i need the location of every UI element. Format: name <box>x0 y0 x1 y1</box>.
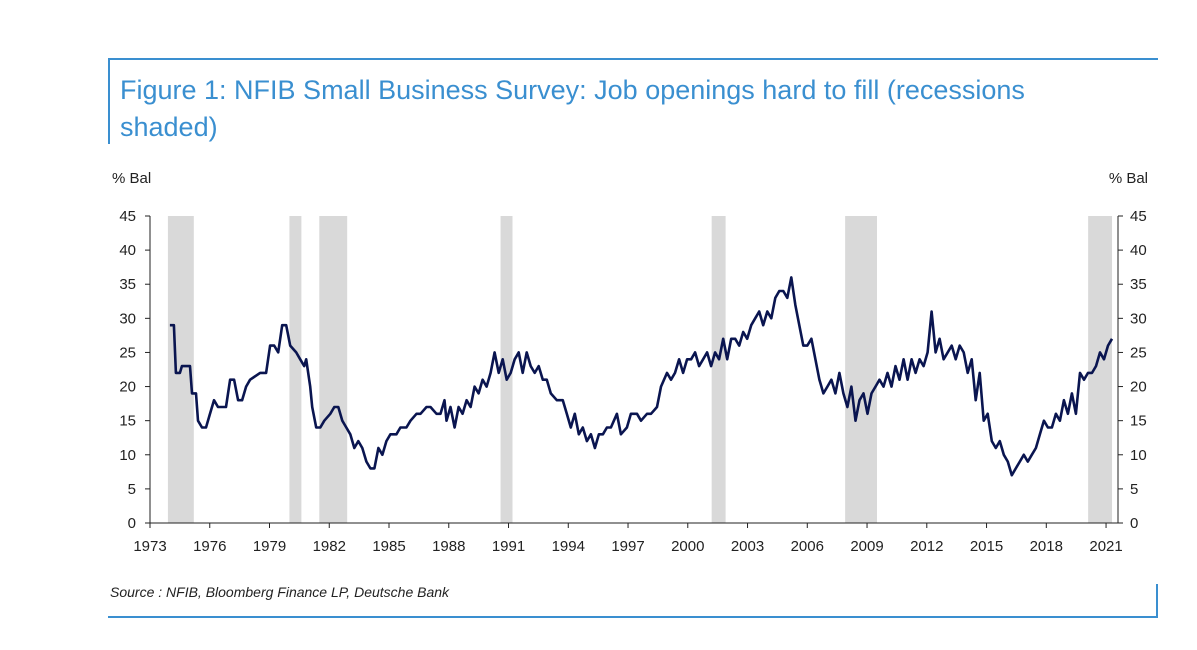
x-tick-label: 1973 <box>133 538 166 555</box>
y-tick-label-left: 5 <box>128 481 136 498</box>
x-tick-label: 1994 <box>552 538 585 555</box>
x-tick-label: 1982 <box>313 538 346 555</box>
x-tick-label: 2003 <box>731 538 764 555</box>
frame-top-rule <box>108 58 1158 60</box>
x-tick-label: 2009 <box>850 538 883 555</box>
recession-band-2 <box>319 216 348 523</box>
x-tick-label: 2000 <box>671 538 704 555</box>
x-tick-label: 1979 <box>253 538 286 555</box>
y-tick-label-left: 35 <box>119 276 136 293</box>
frame-right-rule <box>1156 584 1158 618</box>
x-tick-label: 1988 <box>432 538 465 555</box>
y-tick-label-right: 45 <box>1130 208 1147 225</box>
y-axis-label-left: % Bal <box>112 170 151 187</box>
y-tick-label-right: 5 <box>1130 481 1138 498</box>
y-tick-label-left: 20 <box>119 379 136 396</box>
x-tick-label: 2021 <box>1089 538 1122 555</box>
y-tick-label-right: 35 <box>1130 276 1147 293</box>
x-tick-label: 1976 <box>193 538 226 555</box>
x-tick-label: 2015 <box>970 538 1003 555</box>
y-tick-label-right: 25 <box>1130 344 1147 361</box>
recession-band-6 <box>1088 216 1113 523</box>
series-line-job-openings <box>169 276 1114 477</box>
x-tick-label: 1985 <box>372 538 405 555</box>
y-tick-label-right: 40 <box>1130 242 1147 259</box>
y-tick-label-left: 45 <box>119 208 136 225</box>
x-ticks: 1973 1976 1979 1982 1985 1988 1991 1994 1997 2000… <box>133 523 1123 555</box>
recession-band-1 <box>289 216 302 523</box>
x-tick-label: 2006 <box>791 538 824 555</box>
source-note: Source : NFIB, Bloomberg Finance LP, Deu… <box>110 584 450 600</box>
recession-band-3 <box>500 216 513 523</box>
y-tick-label-left: 30 <box>119 310 136 327</box>
frame-left-rule <box>108 58 110 144</box>
y-axis-label-right: % Bal <box>1109 170 1148 187</box>
y-tick-label-left: 0 <box>128 515 136 532</box>
x-tick-label: 2018 <box>1030 538 1063 555</box>
y-tick-label-right: 20 <box>1130 379 1147 396</box>
recession-band-5 <box>845 216 877 523</box>
recession-shading <box>167 216 1113 523</box>
frame-bottom-rule <box>108 616 1158 618</box>
chart-title: Figure 1: NFIB Small Business Survey: Jo… <box>120 75 1025 142</box>
x-tick-label: 1997 <box>611 538 644 555</box>
y-tick-label-left: 40 <box>119 242 136 259</box>
y-tick-label-right: 15 <box>1130 413 1147 430</box>
y-tick-label-left: 25 <box>119 344 136 361</box>
y-tick-label-left: 15 <box>119 413 136 430</box>
y-tick-label-left: 10 <box>119 447 136 464</box>
series-points <box>169 277 1113 476</box>
x-tick-label: 1991 <box>492 538 525 555</box>
recession-band-4 <box>711 216 726 523</box>
y-tick-label-right: 30 <box>1130 310 1147 327</box>
y-tick-label-right: 10 <box>1130 447 1147 464</box>
y-ticks-right: 0 5 10 15 20 25 30 35 40 45 <box>1118 208 1147 532</box>
y-ticks-left: 0 5 10 15 20 25 30 35 40 45 <box>119 208 150 532</box>
y-tick-label-right: 0 <box>1130 515 1138 532</box>
x-tick-label: 2012 <box>910 538 943 555</box>
